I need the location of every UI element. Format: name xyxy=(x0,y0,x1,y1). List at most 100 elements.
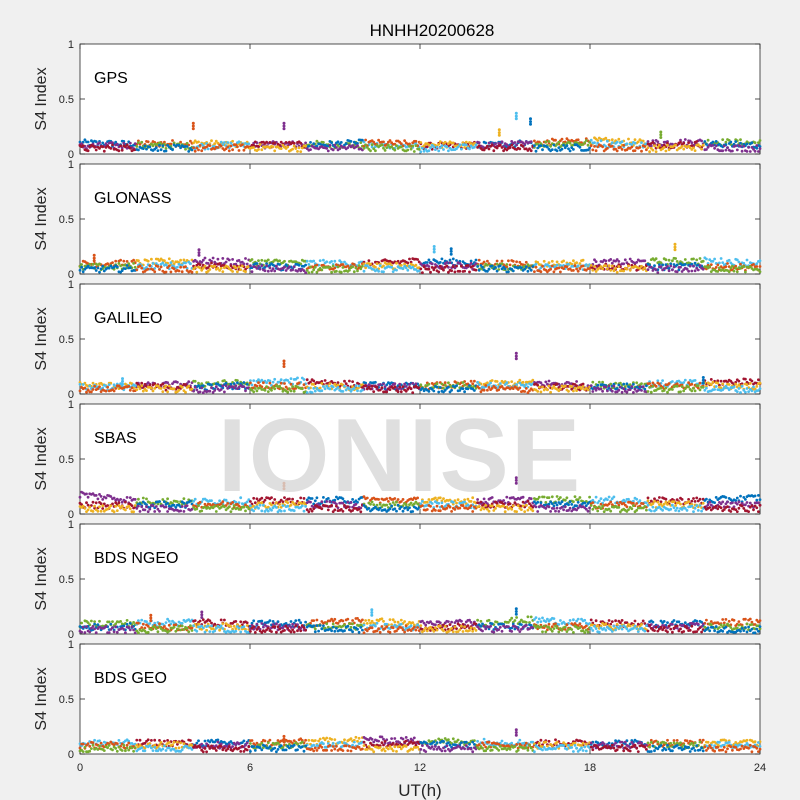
scatter-point xyxy=(273,269,277,273)
scatter-point xyxy=(325,147,329,150)
scatter-point xyxy=(734,140,738,144)
scatter-spike-point xyxy=(673,242,677,246)
scatter-point xyxy=(745,258,749,262)
scatter-point xyxy=(695,140,699,143)
scatter-point xyxy=(682,381,686,384)
scatter-point xyxy=(154,146,158,150)
scatter-point xyxy=(667,148,671,152)
scatter-point xyxy=(374,265,377,269)
scatter-point xyxy=(299,141,303,145)
scatter-point xyxy=(539,144,543,148)
scatter-point xyxy=(177,143,181,147)
scatter-point xyxy=(260,509,264,513)
scatter-point xyxy=(214,385,218,389)
scatter-point xyxy=(586,388,590,392)
scatter-point xyxy=(606,139,609,143)
scatter-point xyxy=(253,140,257,144)
scatter-point xyxy=(758,259,762,263)
scatter-point xyxy=(599,497,603,500)
scatter-point xyxy=(78,389,82,393)
scatter-point xyxy=(727,258,731,262)
scatter-point xyxy=(111,143,114,147)
scatter-point xyxy=(339,141,343,144)
scatter-point xyxy=(508,263,512,267)
scatter-point xyxy=(250,270,254,274)
scatter-point xyxy=(742,265,746,269)
scatter-point xyxy=(98,262,101,266)
scatter-point xyxy=(258,143,262,146)
scatter-point xyxy=(443,140,447,144)
scatter-point xyxy=(680,385,684,388)
scatter-point xyxy=(309,500,312,504)
scatter-point xyxy=(292,142,296,145)
scatter-point xyxy=(656,500,660,504)
scatter-point xyxy=(411,144,415,148)
scatter-point xyxy=(101,264,105,268)
scatter-point xyxy=(365,496,369,500)
scatter-point xyxy=(236,381,239,385)
scatter-point xyxy=(307,271,311,274)
scatter-point xyxy=(648,382,651,385)
scatter-point xyxy=(151,262,155,265)
scatter-point xyxy=(427,265,431,268)
scatter-point xyxy=(78,495,82,499)
scatter-point xyxy=(398,385,402,389)
scatter-point xyxy=(140,384,144,388)
scatter-point xyxy=(227,149,231,153)
scatter-point xyxy=(581,264,585,268)
scatter-point xyxy=(560,147,564,151)
scatter-point xyxy=(279,509,283,513)
scatter-point xyxy=(711,380,715,384)
scatter-point xyxy=(706,138,710,142)
scatter-point xyxy=(370,143,374,147)
scatter-point xyxy=(679,390,682,394)
scatter-point xyxy=(518,147,522,151)
scatter-point xyxy=(393,385,397,389)
scatter-point xyxy=(498,382,502,385)
scatter-point xyxy=(270,388,273,392)
scatter-point xyxy=(739,144,742,148)
scatter-point xyxy=(304,505,307,508)
scatter-point xyxy=(536,146,540,150)
scatter-point xyxy=(349,501,353,504)
scatter-point xyxy=(156,265,160,268)
scatter-point xyxy=(213,264,217,268)
scatter-point xyxy=(318,386,322,390)
scatter-point xyxy=(578,262,582,265)
scatter-point xyxy=(735,496,739,500)
scatter-point xyxy=(372,147,376,151)
scatter-point xyxy=(711,144,715,147)
scatter-point xyxy=(609,268,613,272)
scatter-point xyxy=(693,500,697,503)
scatter-point xyxy=(161,390,165,393)
scatter-point xyxy=(421,271,424,274)
scatter-point xyxy=(646,146,650,150)
scatter-point xyxy=(291,268,294,272)
scatter-point xyxy=(305,259,309,263)
scatter-point xyxy=(576,500,580,504)
scatter-point xyxy=(265,381,268,385)
scatter-point xyxy=(356,269,359,273)
scatter-point xyxy=(682,141,686,145)
scatter-point xyxy=(573,386,577,390)
scatter-point xyxy=(727,270,731,274)
scatter-point xyxy=(409,147,413,151)
scatter-point xyxy=(310,391,314,394)
scatter-point xyxy=(617,137,621,141)
scatter-point xyxy=(515,260,518,264)
scatter-point xyxy=(86,495,90,499)
scatter-point xyxy=(252,496,256,500)
scatter-point xyxy=(380,143,384,147)
scatter-point xyxy=(180,385,184,389)
scatter-point xyxy=(273,377,277,381)
scatter-point xyxy=(119,144,122,148)
scatter-spike-point xyxy=(673,245,677,249)
scatter-point xyxy=(193,379,197,383)
scatter-point xyxy=(572,148,575,151)
scatter-point xyxy=(578,145,582,149)
scatter-point xyxy=(560,137,564,141)
scatter-point xyxy=(463,383,466,387)
scatter-point xyxy=(335,504,338,508)
scatter-point xyxy=(244,270,247,274)
scatter-point xyxy=(219,266,223,270)
